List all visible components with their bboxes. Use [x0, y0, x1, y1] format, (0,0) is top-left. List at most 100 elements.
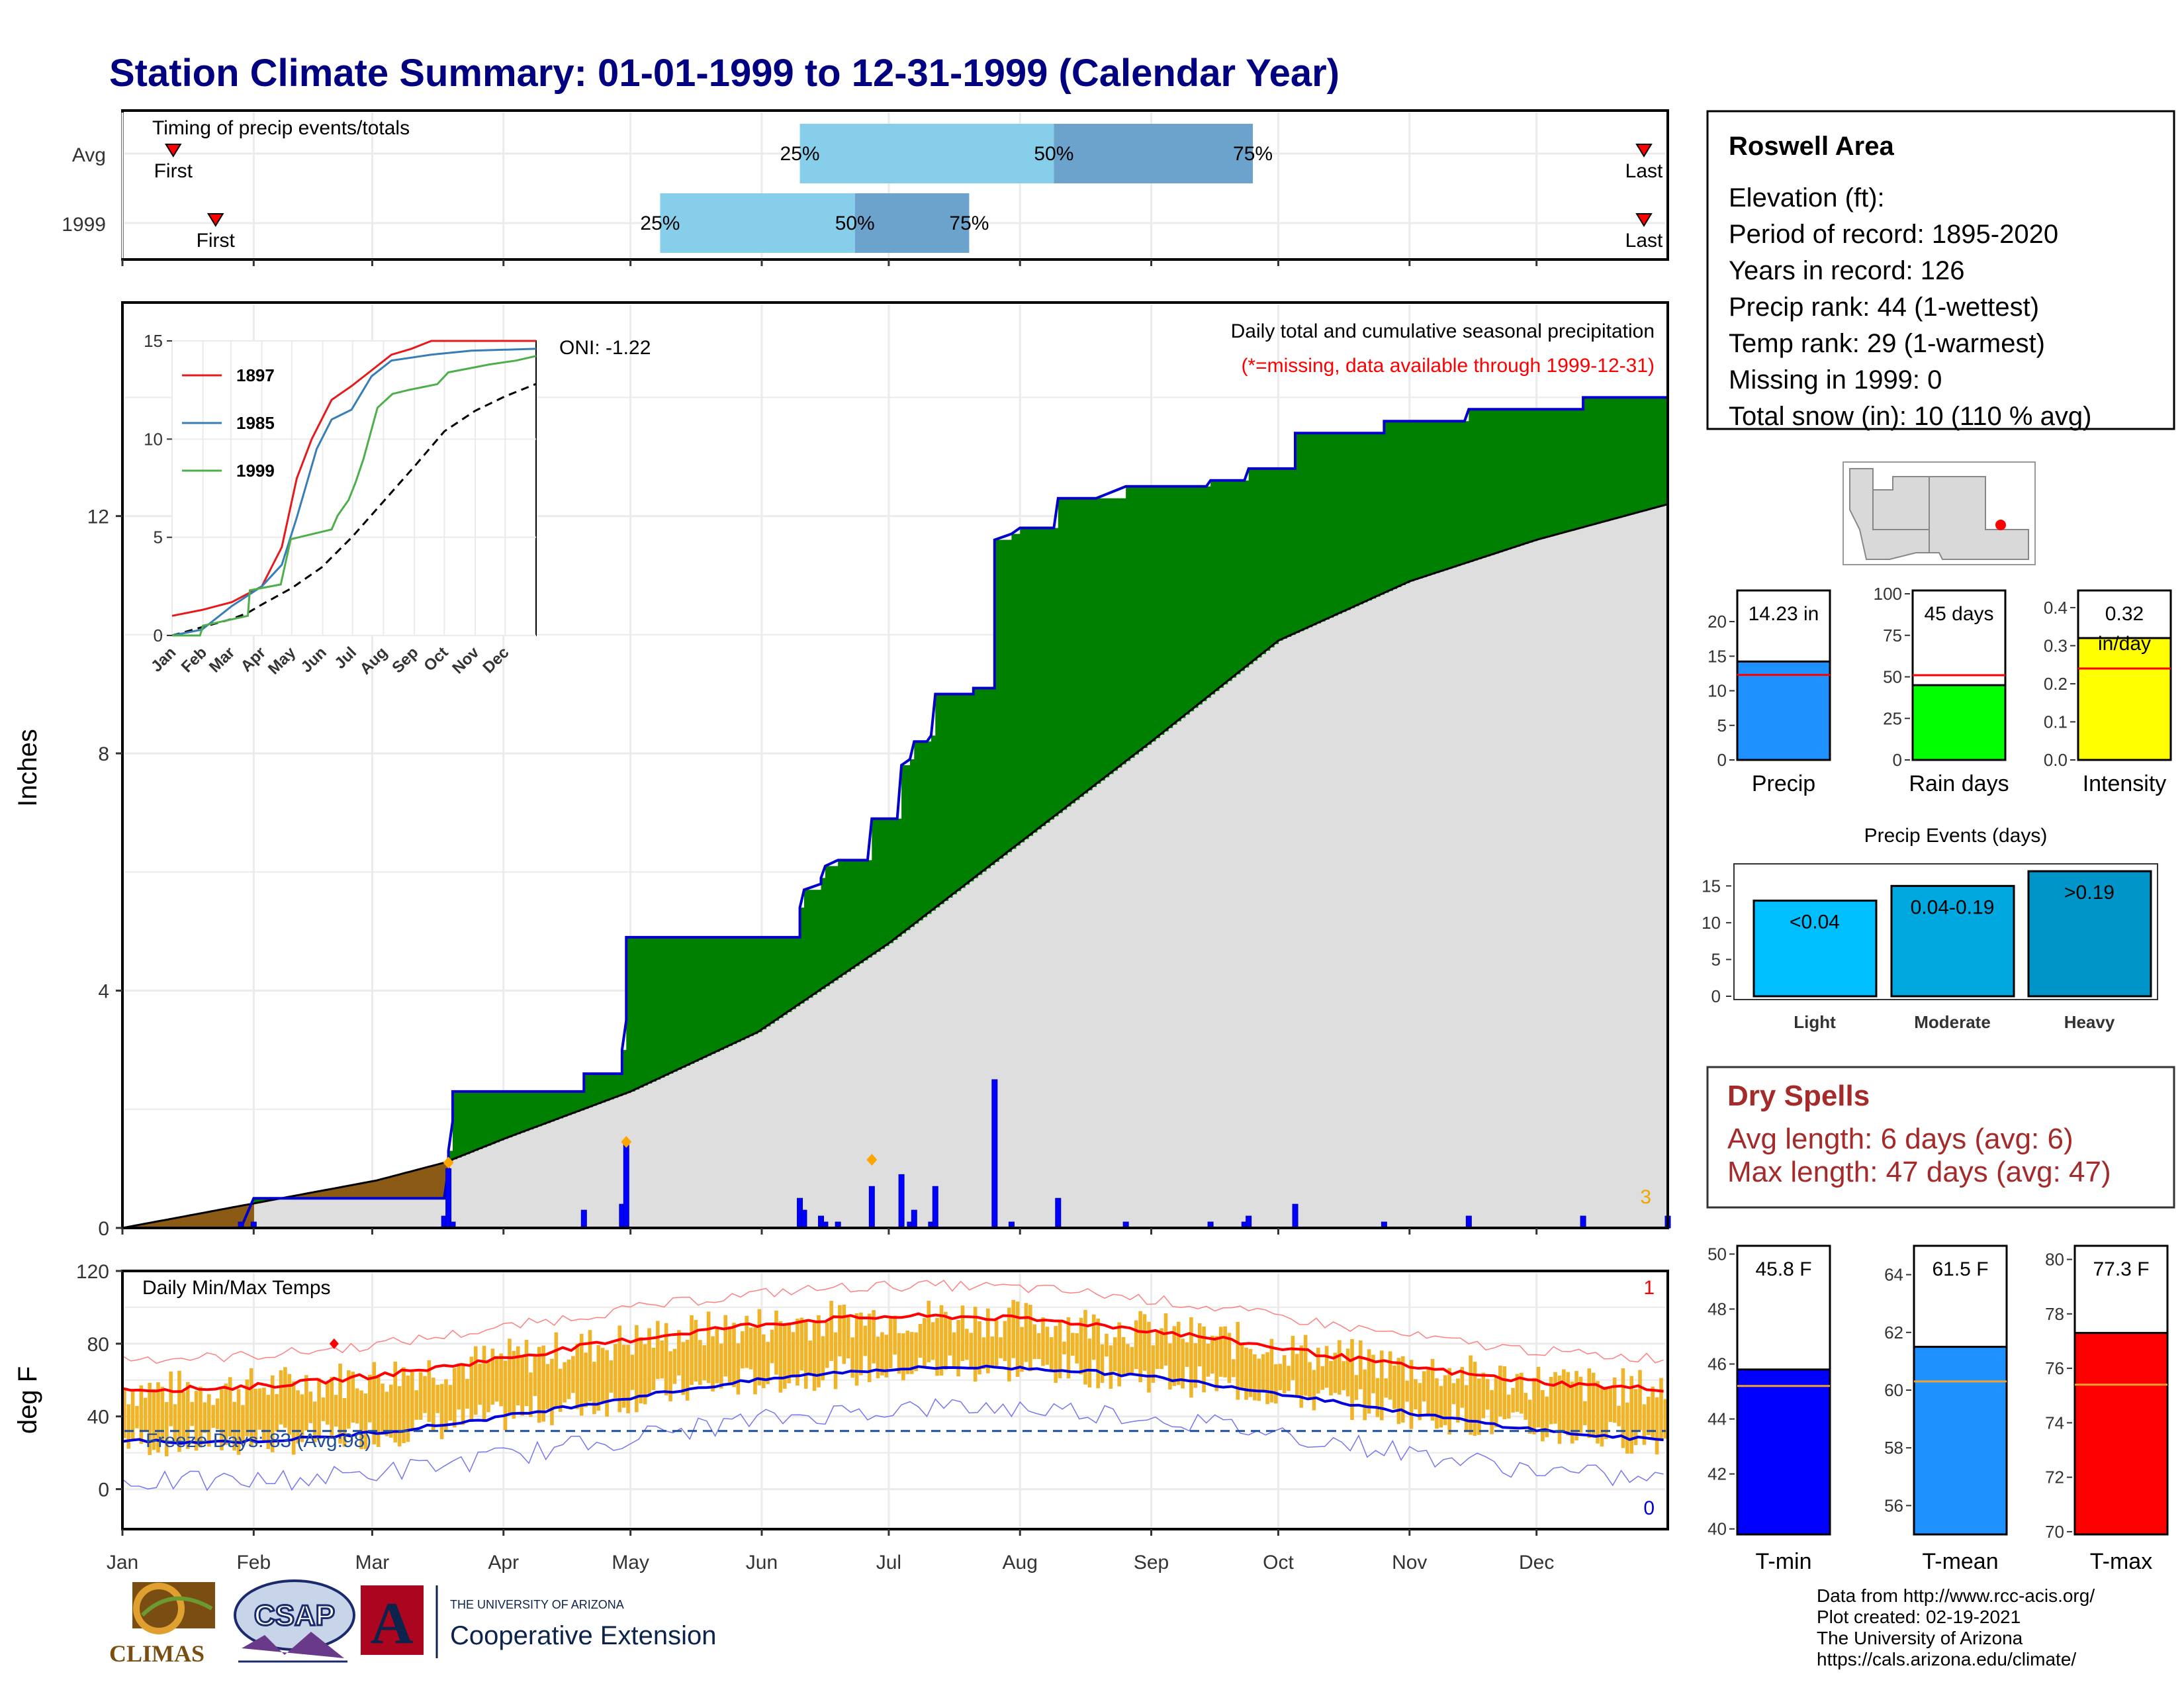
below-average-area — [427, 1167, 432, 1199]
above-average-area — [918, 741, 923, 921]
daily-temp-bar — [372, 1362, 377, 1444]
daily-temp-bar — [512, 1350, 516, 1419]
daily-temp-bar — [825, 1322, 829, 1368]
above-average-area — [909, 759, 915, 927]
temp-stat-tmax-tick-label: 74 — [2045, 1413, 2064, 1432]
daily-temp-bar — [1062, 1341, 1066, 1354]
daily-temp-bar — [778, 1321, 783, 1393]
daily-temp-bar — [774, 1310, 778, 1375]
above-average-area — [690, 937, 695, 1064]
temp-ylabel: deg F — [13, 1366, 42, 1434]
inset-series-line — [171, 348, 537, 637]
temp-stat-tmax-label: T-max — [2090, 1549, 2152, 1574]
above-average-area — [563, 1091, 568, 1117]
above-average-area — [1587, 397, 1592, 526]
daily-temp-bar — [621, 1344, 626, 1408]
month-label: Dec — [1519, 1552, 1554, 1573]
daily-temp-bar — [770, 1329, 774, 1364]
daily-temp-bar — [935, 1317, 939, 1376]
above-average-area — [1045, 528, 1050, 823]
daily-temp-bar — [1232, 1359, 1236, 1378]
daily-temp-bar — [1282, 1355, 1287, 1393]
above-average-area — [1232, 480, 1237, 678]
daily-temp-bar — [524, 1340, 529, 1407]
above-average-area — [486, 1091, 492, 1146]
stat-intensity-value-unit: in/day — [2098, 633, 2151, 655]
above-average-area — [1490, 409, 1495, 555]
above-average-area — [723, 937, 729, 1049]
precip-areas — [122, 383, 1669, 1229]
daily-temp-bar — [461, 1363, 465, 1425]
above-average-area — [1485, 409, 1490, 557]
daily-temp-bar — [1490, 1389, 1494, 1434]
daily-temp-bar — [753, 1327, 757, 1395]
above-average-area — [262, 1198, 267, 1202]
daily-temp-bar — [296, 1390, 300, 1444]
climas-logo-wave — [140, 1596, 213, 1617]
above-average-area — [817, 890, 822, 992]
above-average-area — [596, 1074, 602, 1105]
temp-stat-tmin-value: 45.8 F — [1755, 1258, 1811, 1280]
daily-temp-bar — [791, 1332, 796, 1376]
above-average-area — [482, 1091, 487, 1148]
daily-temp-bar — [1527, 1399, 1532, 1434]
temp-y-axis: 0 40 80 120 — [76, 1261, 122, 1501]
stat-rain-days-tick-label: 100 — [1874, 584, 1902, 604]
events-bar — [1752, 900, 1878, 998]
below-average-area — [414, 1170, 420, 1199]
daily-temp-bar — [1354, 1375, 1359, 1400]
below-average-area — [402, 1174, 407, 1199]
daily-temp-bar — [918, 1324, 923, 1358]
daily-temp-bar — [736, 1343, 741, 1395]
above-average-area — [1604, 397, 1610, 522]
above-average-area — [1050, 528, 1054, 820]
daily-temp-bar — [829, 1301, 833, 1361]
below-average-area — [308, 1193, 314, 1199]
above-average-area — [672, 937, 678, 1072]
record-low-line — [122, 1398, 1664, 1491]
above-average-area — [978, 688, 983, 875]
daily-temp-bar — [135, 1405, 139, 1429]
daily-temp-bar — [1392, 1365, 1396, 1409]
above-average-area — [787, 937, 792, 1012]
above-average-area — [1197, 486, 1203, 705]
above-average-area — [1015, 534, 1021, 846]
above-average-area — [833, 866, 839, 981]
daily-temp-bar — [1371, 1354, 1375, 1393]
daily-temp-bar — [1176, 1321, 1181, 1385]
daily-temp-bar — [1015, 1301, 1020, 1377]
stat-rain-days-tick-label: 75 — [1883, 626, 1902, 645]
above-average-area — [766, 937, 771, 1027]
daily-precip-bar — [1465, 1215, 1472, 1229]
above-average-area — [1312, 433, 1317, 626]
daily-temp-bar — [355, 1388, 359, 1424]
above-average-area — [1342, 433, 1347, 612]
ua-logo-small-text: THE UNIVERSITY OF ARIZONA — [450, 1598, 624, 1611]
above-average-area — [829, 866, 835, 984]
timing-1999-first-label: First — [197, 230, 236, 252]
daily-temp-bar — [1578, 1376, 1583, 1433]
daily-temp-bar — [944, 1311, 948, 1370]
daily-temp-bar — [672, 1348, 677, 1384]
temp-stat-tmean-tick-label: 62 — [1884, 1323, 1903, 1342]
above-average-area — [854, 860, 860, 966]
timing-avg-first-label: First — [154, 160, 193, 182]
events-bar — [1890, 884, 2015, 998]
daily-temp-bar — [901, 1333, 905, 1381]
daily-temp-bar — [1257, 1358, 1261, 1401]
average-min-line — [122, 1364, 1664, 1445]
above-average-area — [969, 694, 974, 882]
temp-y-tick-label: 0 — [98, 1479, 109, 1501]
below-average-area — [236, 1206, 242, 1228]
daily-temp-bar — [1138, 1311, 1142, 1383]
above-average-area — [935, 694, 940, 908]
daily-temp-bar — [1511, 1387, 1515, 1413]
above-average-area — [1655, 397, 1660, 508]
stat-precip-tick-label: 5 — [1717, 716, 1727, 735]
inset-legend-label: 1897 — [236, 365, 275, 385]
credit-line-2: Plot created: 02-19-2021 — [1817, 1607, 2021, 1627]
station-location-marker — [1995, 520, 2006, 530]
above-average-area — [660, 937, 665, 1078]
daily-temp-bar — [1121, 1336, 1126, 1376]
daily-temp-bar — [905, 1331, 910, 1374]
